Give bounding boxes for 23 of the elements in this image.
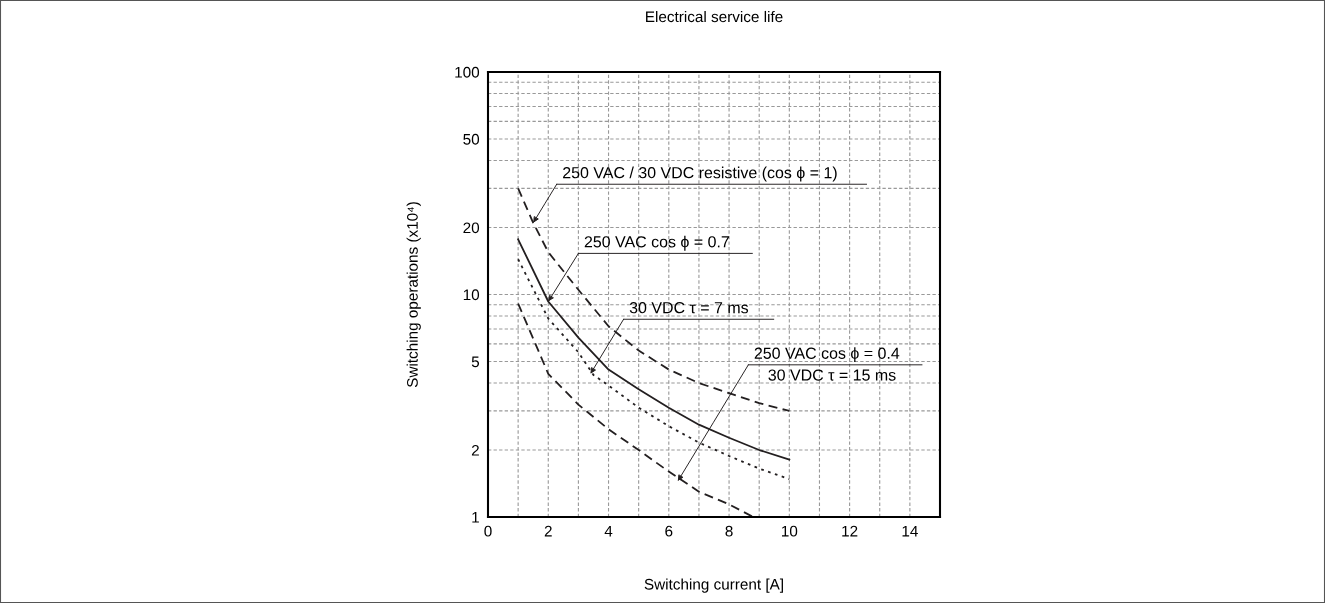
y-tick-label: 100 xyxy=(455,66,480,78)
annotation: 30 VDC τ = 7 ms xyxy=(629,302,749,314)
chart-title: Electrical service life xyxy=(646,10,783,23)
line-series xyxy=(517,302,755,517)
y-tick-label: 1 xyxy=(472,512,479,523)
x-tick-label: 0 xyxy=(484,525,492,537)
x-tick-label: 2 xyxy=(544,525,552,537)
x-tick-label: 12 xyxy=(842,525,858,537)
x-axis-title: Switching current [A] xyxy=(644,578,783,593)
y-tick-label: 10 xyxy=(463,289,480,301)
x-tick-label: 10 xyxy=(782,525,798,537)
y-tick-label: 5 xyxy=(471,356,480,368)
x-tick-label: 8 xyxy=(725,525,733,537)
annotation: 250 VAC cos ϕ = 0.4 30 VDC τ = 15 ms xyxy=(754,347,900,381)
x-tick-label: 6 xyxy=(665,525,673,537)
x-tick-label: 4 xyxy=(604,525,613,537)
y-tick-label: 2 xyxy=(471,444,479,456)
annotation: 250 VAC cos ϕ = 0.7 xyxy=(584,235,729,251)
y-tick-label: 20 xyxy=(463,222,480,234)
y-tick-label: 50 xyxy=(463,133,480,145)
annotation: 250 VAC / 30 VDC resistive (cos ϕ = 1) xyxy=(563,166,837,182)
y-axis-title: Switching operations (x10⁴) xyxy=(406,202,421,388)
x-tick-label: 14 xyxy=(902,525,918,537)
